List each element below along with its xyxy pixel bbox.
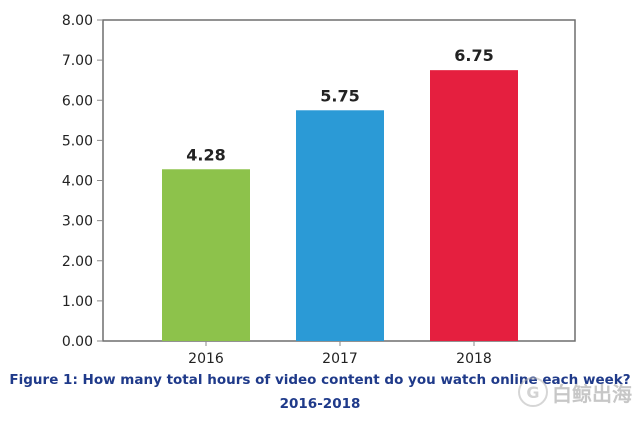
x-axis: 2016 2017 2018 [188, 341, 492, 367]
data-label-2018: 6.75 [454, 46, 493, 65]
bars-group: 4.28 5.75 6.75 [162, 46, 518, 341]
figure-caption: Figure 1: How many total hours of video … [9, 372, 631, 388]
x-tick-label-2016: 2016 [188, 351, 224, 367]
y-tick-label: 4.00 [62, 174, 93, 190]
bar-2017 [296, 110, 384, 341]
y-tick-label: 2.00 [62, 254, 93, 270]
y-tick-label: 6.00 [62, 93, 93, 109]
bar-2018 [430, 70, 518, 341]
watermark-logo-icon: G [518, 377, 548, 407]
x-tick-label-2018: 2018 [456, 351, 492, 367]
figure-caption-years: 2016-2018 [279, 396, 361, 412]
data-label-2016: 4.28 [186, 145, 225, 164]
data-label-2017: 5.75 [320, 86, 359, 105]
watermark: G 白鲸出海 [518, 377, 632, 407]
y-tick-label: 1.00 [62, 294, 93, 310]
y-axis: 0.00 1.00 2.00 3.00 4.00 5.00 6.00 7.00 8.00 [62, 13, 103, 350]
watermark-text: 白鲸出海 [552, 381, 632, 406]
y-tick-label: 5.00 [62, 133, 93, 149]
y-tick-label: 3.00 [62, 214, 93, 230]
y-tick-label: 7.00 [62, 53, 93, 69]
y-tick-label: 0.00 [62, 334, 93, 350]
bar-2016 [162, 169, 250, 341]
x-tick-label-2017: 2017 [322, 351, 358, 367]
y-tick-label: 8.00 [62, 13, 93, 29]
